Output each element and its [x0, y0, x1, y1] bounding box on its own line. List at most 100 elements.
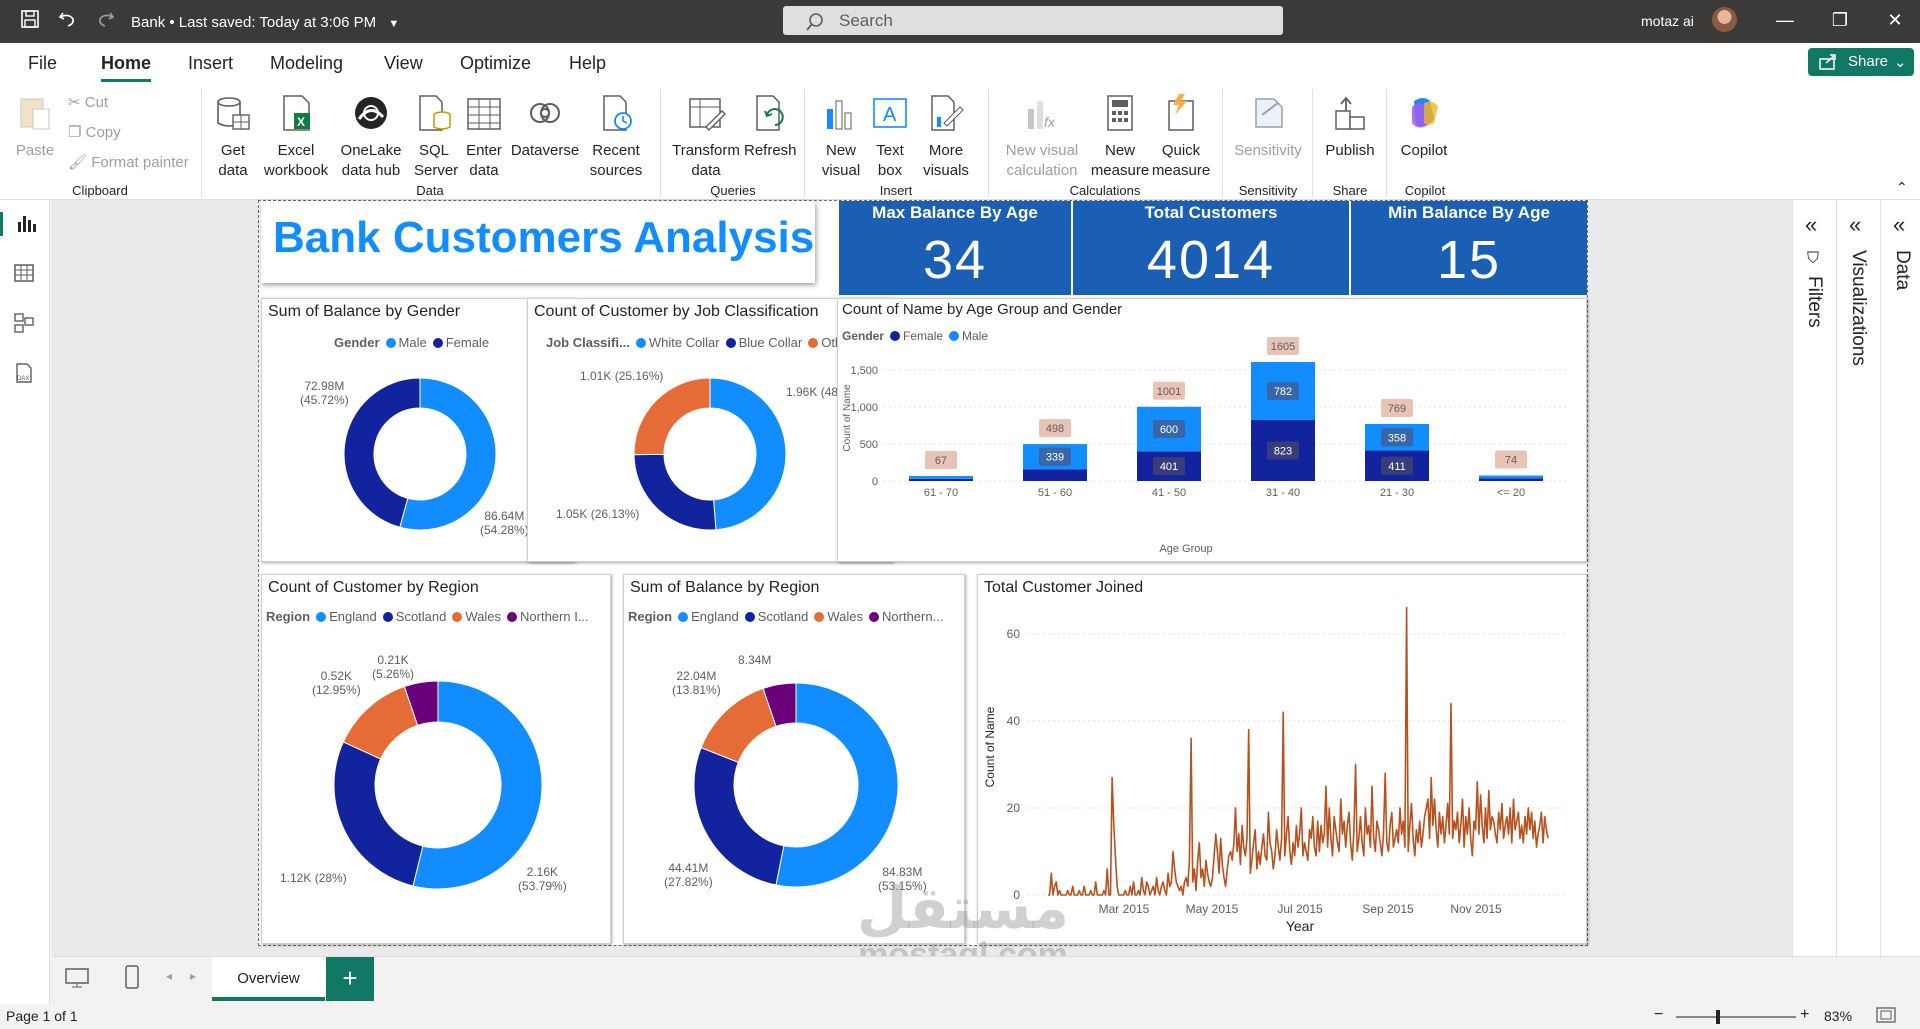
recent-sources-button[interactable]: Recent sources — [586, 93, 646, 181]
save-icon[interactable] — [18, 9, 42, 33]
new-measure-button[interactable]: New measure — [1090, 93, 1150, 181]
data-label-pct: (54.28%) — [480, 523, 529, 537]
report-view-icon[interactable] — [0, 212, 37, 236]
visual-title: Sum of Balance by Region — [630, 579, 820, 596]
close-icon[interactable]: ✕ — [1887, 10, 1903, 30]
get-data-button[interactable]: Get data — [212, 93, 254, 181]
visualizations-label: Visualizations — [1848, 250, 1869, 366]
queries-group-label: Queries — [710, 183, 756, 198]
quick-measure-label: Quick measure — [1151, 142, 1211, 179]
donut-customer-by-job[interactable]: Count of Customer by Job Classification … — [527, 298, 893, 562]
data-pane[interactable]: « Data — [1880, 200, 1920, 956]
menu-modeling[interactable]: Modeling — [270, 53, 344, 73]
menu-home[interactable]: Home — [101, 53, 152, 82]
filter-icon: ⛉ — [1807, 250, 1820, 267]
data-label-value: 84.83M — [882, 865, 923, 879]
fit-to-page-icon[interactable] — [1876, 1007, 1896, 1026]
new-visual-button[interactable]: New visual — [816, 93, 866, 181]
redo-icon[interactable] — [94, 9, 118, 33]
donut-balance-by-gender[interactable]: Sum of Balance by Gender Gender Male Femal… — [261, 298, 575, 562]
mobile-layout-icon[interactable] — [124, 965, 140, 994]
text-box-button[interactable]: A Text box — [868, 93, 912, 181]
menu-file[interactable]: File — [28, 53, 58, 73]
share-icon — [1819, 54, 1836, 70]
visualizations-pane[interactable]: « Visualizations — [1836, 200, 1880, 956]
format-painter-button[interactable]: 🖌 Format painter — [68, 153, 189, 171]
publish-button[interactable]: Publish — [1322, 93, 1378, 161]
data-label-value: 2.16K — [526, 865, 559, 879]
data-label-value: 44.41M — [668, 861, 709, 875]
more-visuals-button[interactable]: More visuals — [916, 93, 976, 181]
legend-dot — [808, 338, 819, 348]
paste-button[interactable]: Paste — [14, 93, 56, 161]
dataverse-button[interactable]: Dataverse — [510, 93, 580, 161]
donut-customer-by-region[interactable]: Count of Customer by Region Region Englan… — [261, 574, 611, 944]
search-input[interactable]: Search — [783, 6, 1283, 35]
zoom-out-button[interactable]: − — [1654, 1006, 1664, 1023]
x-tick-label: Sep 2015 — [1362, 902, 1414, 916]
sql-label: SQL Server — [414, 142, 459, 179]
bar-count-by-age-group[interactable]: Count of Name by Age Group and Gender Ge… — [837, 298, 1587, 562]
add-page-button[interactable]: + — [326, 957, 374, 1001]
cut-button[interactable]: ✂ Cut — [68, 93, 108, 111]
new-visual-calculation-button[interactable]: fx New visual calculation — [998, 93, 1086, 181]
zoom-slider[interactable] — [1676, 1010, 1796, 1024]
copy-button[interactable]: ❐ Copy — [68, 123, 121, 141]
minimize-icon[interactable]: — — [1776, 10, 1794, 30]
undo-icon[interactable] — [55, 9, 79, 33]
copilot-group-label: Copilot — [1404, 183, 1446, 198]
zoom-slider-thumb[interactable] — [1716, 1010, 1720, 1024]
menu-insert[interactable]: Insert — [188, 53, 234, 73]
donut-balance-by-region[interactable]: Sum of Balance by Region Region England Sc… — [623, 574, 965, 944]
desktop-layout-icon[interactable] — [64, 967, 90, 994]
zoom-in-button[interactable]: + — [1800, 1006, 1810, 1023]
tab-overview[interactable]: Overview — [212, 957, 325, 1001]
excel-workbook-button[interactable]: X Excel workbook — [262, 93, 330, 181]
share-button[interactable]: Share ⌄ — [1808, 48, 1914, 76]
data-label: 84.83M (53.15%) — [878, 865, 927, 893]
avatar[interactable] — [1712, 7, 1737, 32]
line-total-customer-joined[interactable]: Total Customer Joined 0 20 40 60 Count of Na… — [977, 574, 1587, 944]
segment-label-male: 339 — [1046, 452, 1064, 464]
expand-icon[interactable]: « — [1849, 212, 1862, 237]
copilot-button[interactable]: Copilot — [1394, 93, 1454, 161]
sql-server-button[interactable]: SQL Server — [414, 93, 459, 181]
report-title-textbox[interactable]: Bank Customers Analysis — [261, 201, 815, 283]
table-view-icon[interactable] — [13, 262, 37, 286]
zoom-level: 83% — [1824, 1008, 1853, 1024]
new-visual-label: New visual — [821, 142, 861, 179]
x-tick-label: 21 - 30 — [1380, 487, 1414, 499]
expand-icon[interactable]: « — [1893, 212, 1906, 237]
sensitivity-button[interactable]: Sensitivity — [1230, 93, 1306, 161]
segment-label-box — [1381, 456, 1413, 475]
kpi-value: 15 — [1436, 230, 1502, 290]
tab-scroll-left-icon[interactable]: ◂ — [166, 969, 173, 983]
publish-label: Publish — [1325, 142, 1375, 159]
donut-slice-female — [343, 377, 421, 528]
share-label: Share — [1848, 53, 1889, 70]
kpi-label: Max Balance By Age — [872, 203, 1038, 222]
enter-data-button[interactable]: Enter data — [462, 93, 506, 181]
restore-icon[interactable]: ❐ — [1831, 10, 1849, 30]
menu-optimize[interactable]: Optimize — [460, 53, 532, 73]
brush-icon: 🖌 — [68, 154, 92, 171]
filters-pane[interactable]: « ⛉ Filters — [1792, 200, 1836, 956]
collapse-ribbon-icon[interactable]: ⌃ — [1896, 179, 1908, 195]
expand-icon[interactable]: « — [1805, 212, 1818, 237]
visual-title: Count of Customer by Region — [268, 579, 479, 596]
kpi-card-max-balance[interactable]: Max Balance By Age 34 — [839, 201, 1071, 295]
menu-view[interactable]: View — [384, 53, 423, 73]
onelake-button[interactable]: OneLake data hub — [333, 93, 409, 181]
quick-measure-button[interactable]: Quick measure — [1150, 93, 1212, 181]
menu-help[interactable]: Help — [569, 53, 607, 73]
total-label: 769 — [1388, 403, 1406, 415]
transform-data-button[interactable]: Transform data — [670, 93, 742, 181]
user-name[interactable]: motaz ai — [1641, 13, 1694, 29]
kpi-card-min-balance[interactable]: Min Balance By Age 15 — [1351, 201, 1587, 295]
dax-query-view-icon[interactable]: DAX — [13, 362, 37, 386]
document-title[interactable]: Bank • Last saved: Today at 3:06 PM ▼ — [131, 14, 399, 31]
refresh-button[interactable]: Refresh — [744, 93, 797, 161]
model-view-icon[interactable] — [13, 312, 37, 336]
kpi-card-total-customers[interactable]: Total Customers 4014 — [1073, 201, 1349, 295]
tab-scroll-right-icon[interactable]: ▸ — [190, 969, 197, 983]
